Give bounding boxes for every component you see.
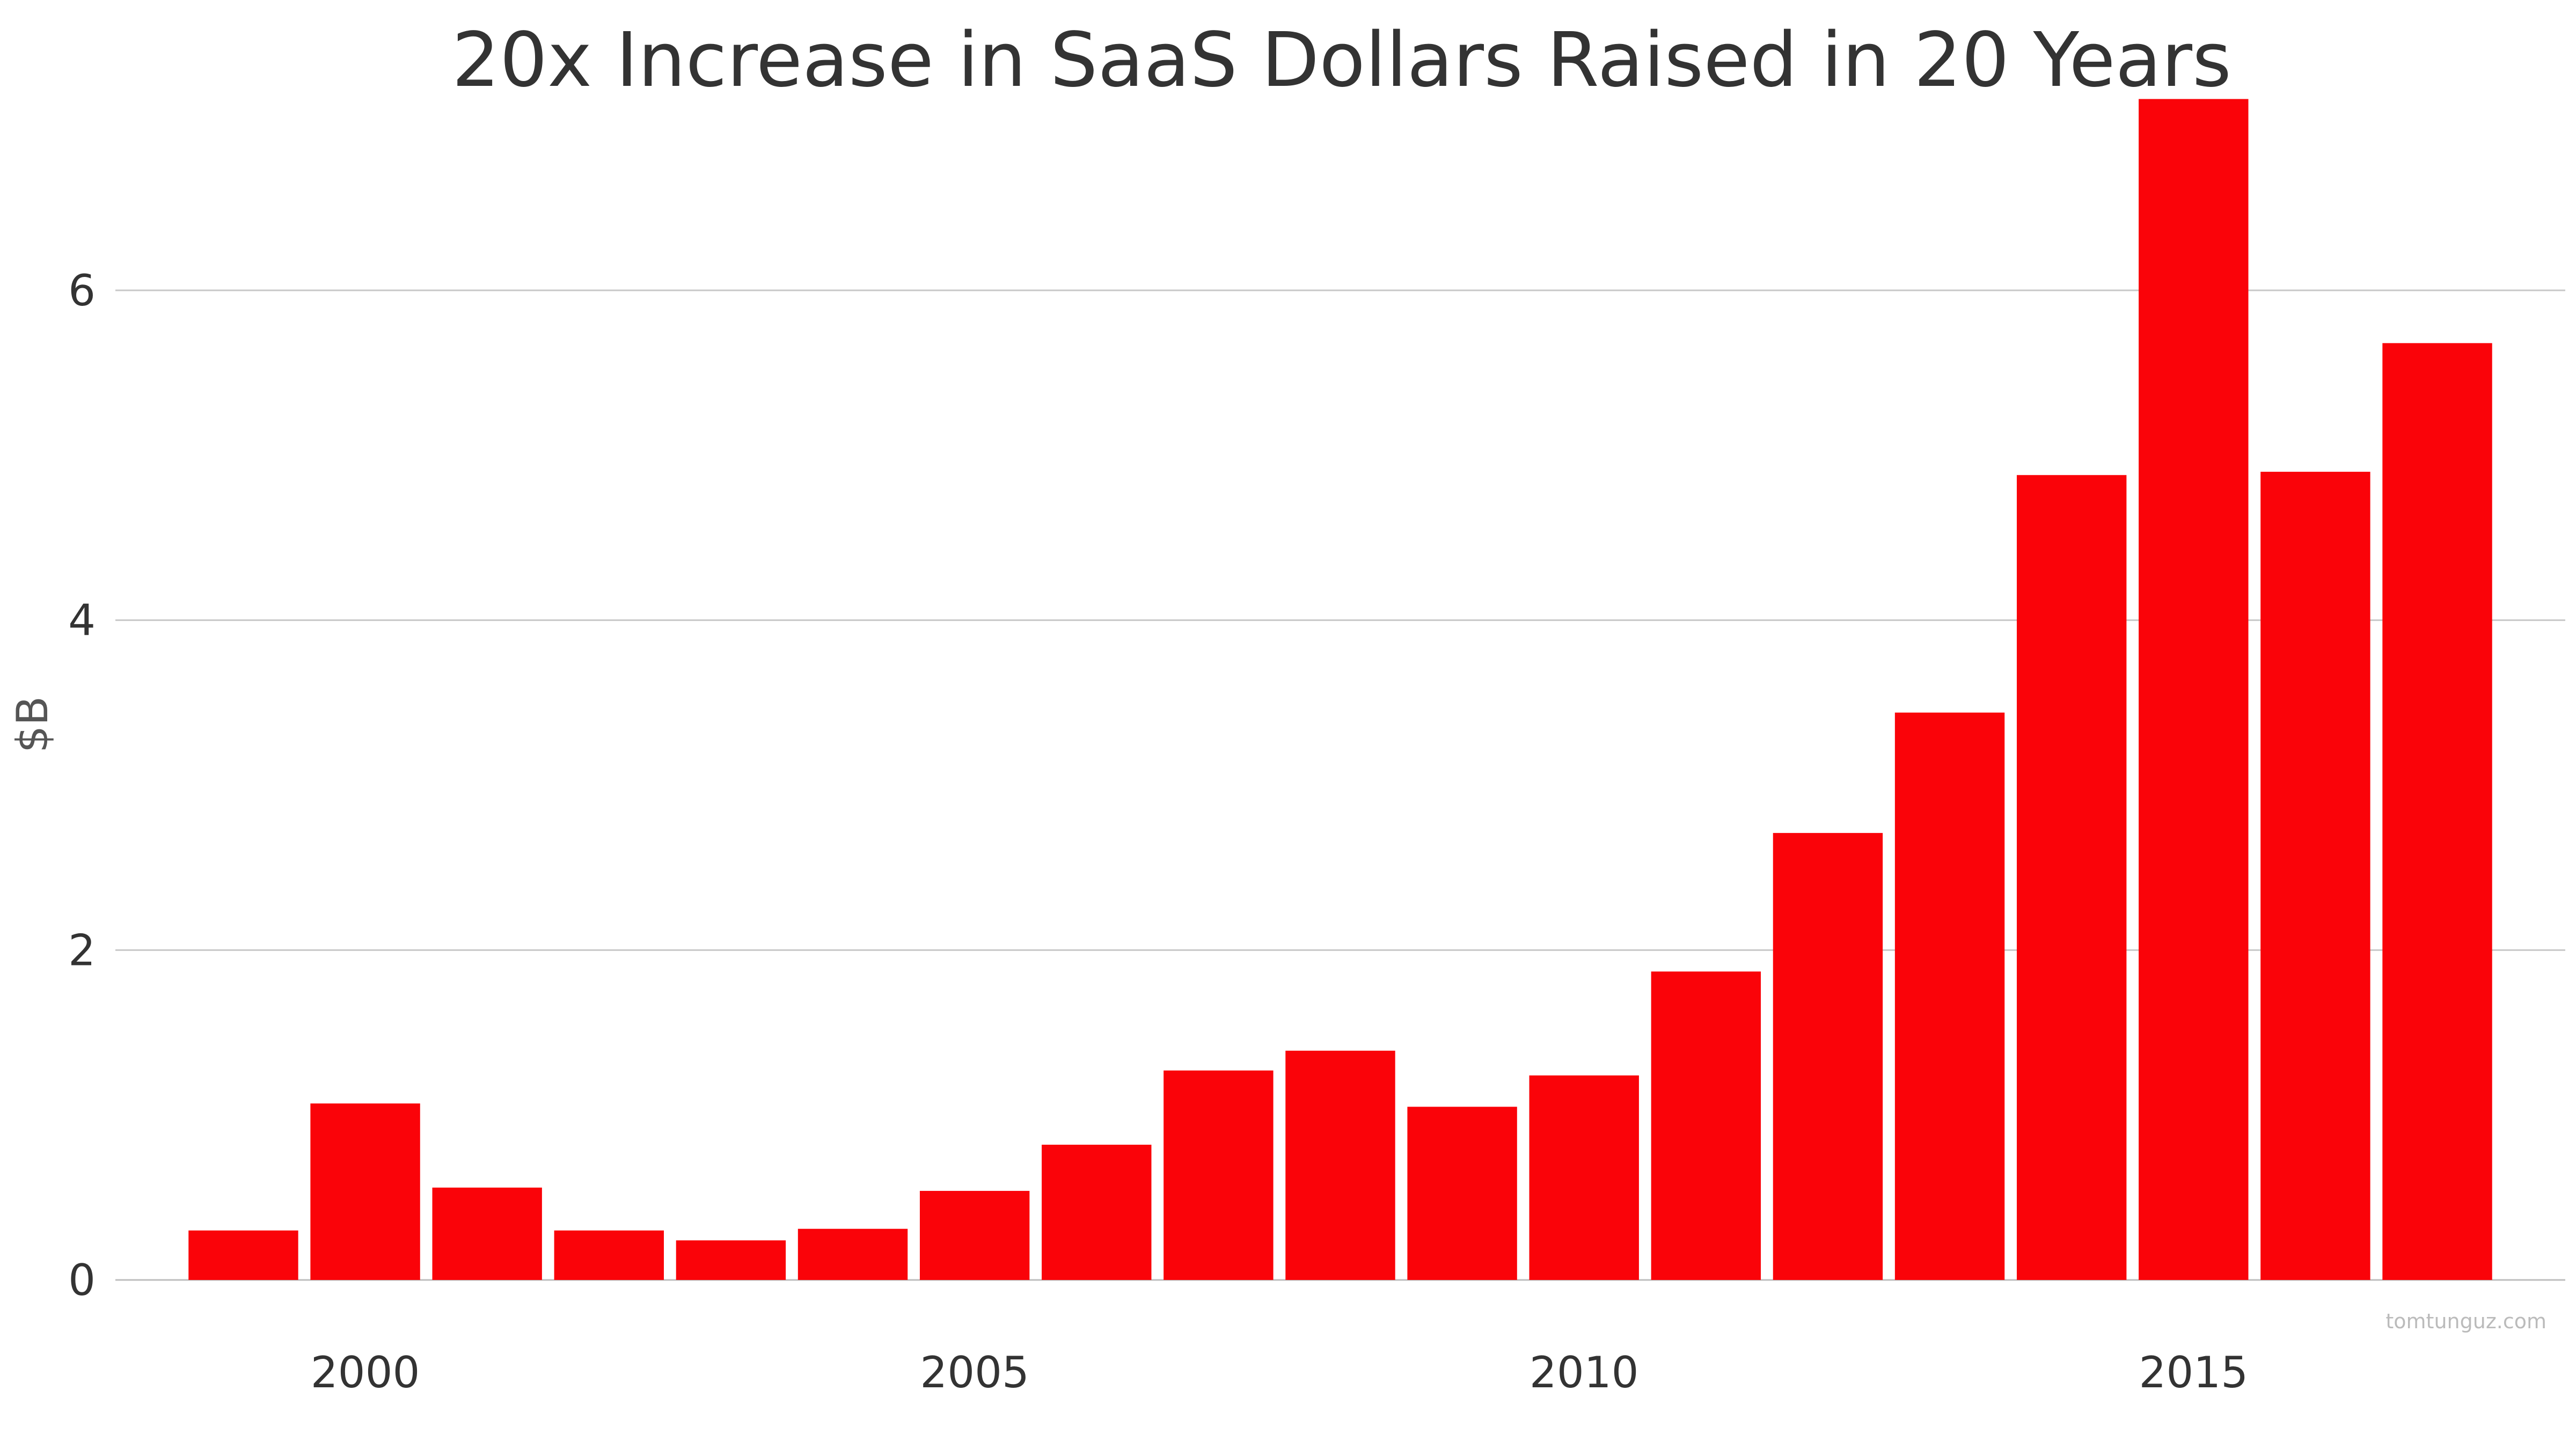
bar-2002 [554,1230,664,1280]
bar-2004 [797,1228,908,1280]
bar-2007 [1163,1070,1274,1280]
y-tick-label: 0 [68,1255,96,1305]
bar-2000 [310,1103,420,1280]
bar-2009 [1407,1107,1517,1280]
bar-2006 [1042,1144,1152,1280]
bar-2003 [676,1240,786,1280]
y-tick-labels: 0 2 4 6 [68,266,96,1305]
chart-title: 20x Increase in SaaS Dollars Raised in 2… [452,17,2231,104]
x-tick-label: 2005 [920,1348,1029,1397]
bar-1999 [188,1230,298,1280]
x-tick-labels: 2000 2005 2010 2015 [311,1348,2248,1397]
bar-2013 [1894,712,2005,1280]
bar-2008 [1285,1050,1395,1280]
y-axis-label: $B [8,696,57,753]
y-tick-label: 2 [68,925,96,975]
bars [188,99,2492,1280]
bar-2012 [1773,833,1883,1280]
bar-2010 [1529,1075,1639,1280]
bar-2011 [1651,971,1761,1280]
bar-2005 [919,1191,1030,1280]
x-tick-label: 2010 [1529,1348,1639,1397]
watermark-text: tomtunguz.com [2385,1309,2546,1333]
y-tick-label: 4 [68,596,96,646]
bar-2001 [432,1187,542,1280]
bar-2014 [2016,475,2127,1280]
x-tick-label: 2000 [311,1348,420,1397]
bar-2015 [2139,99,2249,1280]
x-tick-label: 2015 [2139,1348,2249,1397]
bar-2017 [2382,343,2492,1280]
y-tick-label: 6 [68,266,96,316]
bar-2016 [2260,472,2370,1280]
